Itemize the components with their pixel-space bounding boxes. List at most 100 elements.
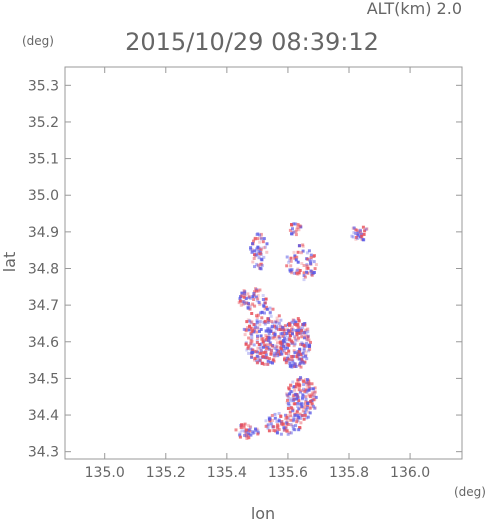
echo-cell <box>356 231 360 235</box>
echo-cell <box>263 301 267 305</box>
echo-cell <box>355 228 359 232</box>
echo-cell <box>305 251 309 255</box>
echo-cell <box>302 387 305 391</box>
echo-cell <box>247 432 251 436</box>
echo-cell <box>250 320 254 324</box>
echo-cell <box>247 423 250 427</box>
echo-cell <box>239 425 243 429</box>
echo-cell <box>303 330 307 334</box>
echo-cell <box>278 336 282 340</box>
echo-cell <box>263 343 267 347</box>
echo-cell <box>240 423 244 427</box>
echo-cell <box>255 262 259 266</box>
echo-cell <box>365 227 369 231</box>
echo-cell <box>292 349 296 353</box>
echo-cell <box>249 246 253 250</box>
echo-cell <box>245 433 249 437</box>
echo-cell <box>246 326 250 330</box>
echo-cell <box>264 353 268 357</box>
echo-cell <box>310 382 314 386</box>
echo-cell <box>287 353 290 357</box>
echo-cell <box>261 345 265 349</box>
echo-cell <box>362 232 366 236</box>
echo-cell <box>303 345 307 349</box>
echo-cell <box>307 388 311 392</box>
echo-cell <box>297 388 301 392</box>
x-tick-label-5: 136.0 <box>390 465 430 481</box>
echo-cell <box>264 333 268 337</box>
echo-cell <box>297 353 301 357</box>
echo-cell <box>284 413 287 417</box>
echo-cell <box>270 348 273 352</box>
echo-cell <box>292 319 296 323</box>
echo-cell <box>306 415 310 419</box>
echo-cell <box>271 307 275 311</box>
echo-cell <box>285 415 289 419</box>
echo-cell <box>304 354 307 358</box>
echo-cell <box>290 397 293 401</box>
echo-cell <box>245 436 249 440</box>
echo-cell <box>253 290 257 294</box>
echo-cell <box>253 236 257 240</box>
echo-cell <box>252 298 256 301</box>
echo-cell <box>279 432 283 436</box>
echo-cell <box>297 407 301 411</box>
echo-cell <box>268 417 271 421</box>
echo-cell <box>295 255 299 259</box>
echo-cell <box>276 429 279 433</box>
echo-cell <box>268 341 272 345</box>
echo-cell <box>296 325 300 329</box>
echo-cell <box>309 258 313 262</box>
echo-cell <box>289 414 293 418</box>
echo-cell <box>308 406 312 410</box>
echo-cell <box>260 362 264 366</box>
echo-cell <box>273 324 276 328</box>
echo-cell <box>297 399 301 403</box>
echo-cell <box>271 345 275 349</box>
echo-cell <box>277 412 281 415</box>
echo-cell <box>289 418 293 422</box>
echo-cell <box>303 413 307 417</box>
echo-cell <box>255 299 259 303</box>
x-tick-label-2: 135.4 <box>207 465 247 481</box>
echo-cell <box>291 361 295 365</box>
echo-cell <box>282 332 286 335</box>
echo-cell <box>294 424 298 428</box>
echo-cell <box>275 348 279 352</box>
echo-cell <box>267 332 271 336</box>
echo-cell <box>275 352 279 355</box>
echo-cell <box>299 416 303 420</box>
echo-cell <box>253 327 256 331</box>
echo-cell <box>243 300 246 304</box>
echo-cell <box>290 365 294 369</box>
echo-cell <box>291 393 295 397</box>
echo-cell <box>255 315 259 319</box>
echo-cell <box>360 234 364 238</box>
echo-cell <box>256 429 260 433</box>
echo-cell <box>305 416 309 420</box>
echo-cell <box>278 328 282 331</box>
echo-cell <box>255 361 259 365</box>
echo-cell <box>292 271 296 275</box>
echo-cell <box>292 250 296 254</box>
y-tick-label-5: 34.8 <box>28 261 59 277</box>
echo-cell <box>304 328 308 332</box>
echo-cell <box>296 401 300 405</box>
echo-cell <box>250 333 254 337</box>
echo-cell <box>306 401 310 405</box>
echo-cell <box>280 325 284 329</box>
echo-cell <box>270 320 274 323</box>
echo-cell <box>287 402 291 405</box>
echo-cell <box>289 423 293 427</box>
echo-cell <box>256 289 260 293</box>
echo-cell <box>259 236 263 240</box>
echo-cell <box>295 411 299 414</box>
y-tick-label-9: 35.2 <box>28 115 59 131</box>
echo-cell <box>255 314 258 318</box>
echo-cell <box>243 302 246 306</box>
echo-cell <box>240 294 244 298</box>
echo-cell <box>312 254 316 258</box>
echo-cell <box>292 222 296 226</box>
echo-cell <box>302 278 306 282</box>
echo-cell <box>244 342 248 346</box>
